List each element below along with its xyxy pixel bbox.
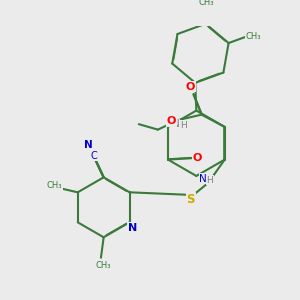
Text: H: H (207, 176, 213, 184)
Text: N: N (172, 119, 179, 129)
Text: CH₃: CH₃ (47, 181, 62, 190)
Text: C: C (91, 151, 98, 160)
Text: O: O (193, 153, 202, 163)
Text: CH₃: CH₃ (199, 0, 214, 7)
Text: H: H (180, 121, 186, 130)
Text: CH₃: CH₃ (246, 32, 261, 41)
Text: N: N (199, 174, 207, 184)
Text: O: O (186, 82, 195, 92)
Text: CH₃: CH₃ (96, 261, 111, 270)
Text: N: N (128, 223, 137, 233)
Text: S: S (186, 193, 195, 206)
Text: N: N (84, 140, 93, 150)
Text: O: O (167, 116, 176, 126)
